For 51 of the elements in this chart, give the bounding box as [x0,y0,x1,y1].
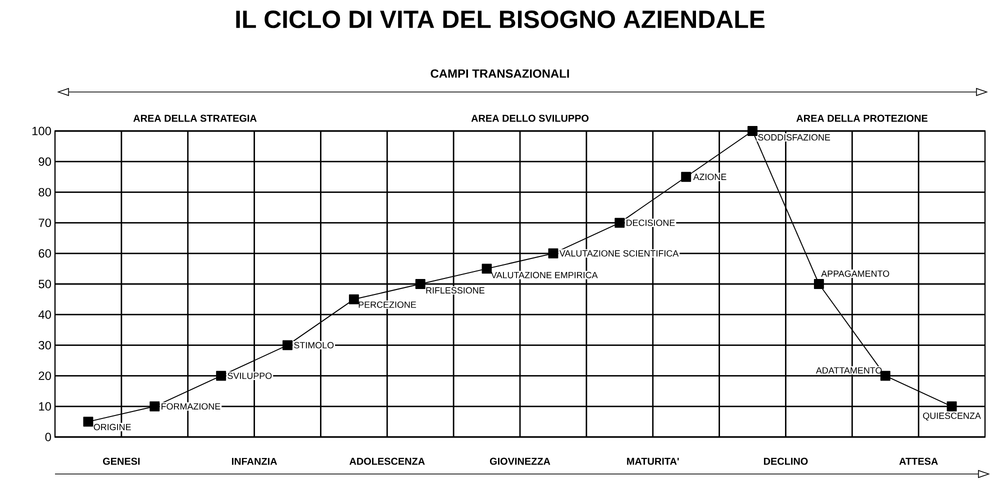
text: MATURITA' [627,458,679,465]
y-tick-label: 30 [38,340,52,350]
data-label: ORIGINE [94,424,131,430]
chart-title: IL CICLO DI VITA DEL BISOGNO AZIENDALE [236,10,764,28]
data-label: SODDISFAZIONE [758,134,830,141]
text: GENESI [103,458,140,465]
data-label: VALUTAZIONE EMPIRICA [491,272,598,278]
text: ATTESA [899,458,938,465]
y-tick-label: 70 [38,218,52,228]
y-tick-label: 0 [45,432,52,442]
data-label: FORMAZIONE [162,403,220,410]
data-label: APPAGAMENTO [821,270,890,277]
y-tick-label: 60 [38,249,52,258]
y-tick-label: 80 [38,188,52,196]
data-label: STIMOLO [294,342,334,348]
y-tick-label: 90 [38,157,52,166]
point [681,172,692,182]
data-label: DECISIONE [626,220,675,226]
text: CAMPI TRANSAZIONALI [430,69,569,78]
data-label: ADATTAMENTO [816,367,882,374]
point [748,126,758,136]
text: GIOVINEZZA [490,458,550,465]
data-label: SVILUPPO [228,372,272,379]
data-label: QUIESCENZA [923,412,981,421]
point [814,279,824,289]
point [880,370,890,381]
y-tick-label: 10 [39,402,52,411]
point [83,416,94,427]
data-label: VALUTAZIONE SCIENTIFICA [559,250,679,257]
point [282,340,292,350]
point [946,401,957,412]
text: AREA DELLA PROTEZIONE [796,114,928,122]
y-tick-label: 20 [38,372,52,380]
text: AREA DELLO SVILUPPO [471,114,589,122]
point [415,279,426,289]
data-label: RIFLESSIONE [426,287,484,294]
text: AREA DELLA STRATEGIA [133,114,257,122]
y-tick-label: 40 [38,310,52,319]
text: ADOLESCENZA [349,458,425,465]
y-tick-label: 50 [38,280,52,288]
point [614,218,625,228]
point [150,401,160,412]
point [348,294,359,304]
data-label: PERCEZIONE [358,301,416,308]
data-label: AZIONE [693,174,726,180]
point [216,370,226,381]
text: INFANZIA [232,458,278,465]
point [482,264,492,274]
text: DECLINO [764,458,808,465]
point [548,248,558,258]
y-tick-label: 100 [32,126,52,136]
